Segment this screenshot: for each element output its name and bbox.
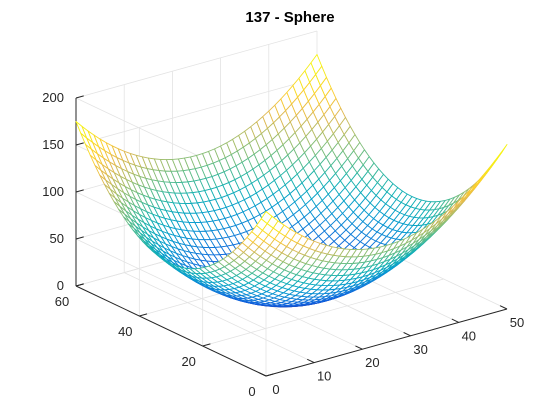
- chart-title: 137 - Sphere: [245, 9, 335, 26]
- y-tick-label-0: 0: [248, 384, 255, 399]
- y-tick-40: [139, 313, 148, 317]
- z-tick-100: [75, 189, 84, 193]
- x-tick-label-10: 10: [317, 369, 331, 384]
- x-tick-30: [403, 332, 411, 337]
- y-axis-line: [75, 285, 267, 377]
- floor-grid-y-20: [202, 278, 444, 347]
- y-tick-0: [265, 373, 274, 377]
- z-tick-150: [75, 142, 84, 146]
- x-axis-line: [265, 308, 508, 377]
- z-tick-label-200: 200: [42, 90, 64, 105]
- x-tick-label-50: 50: [510, 315, 524, 330]
- y-tick-label-20: 20: [181, 354, 195, 369]
- x-tick-50: [499, 305, 508, 310]
- y-tick-label-60: 60: [55, 294, 69, 309]
- x-tick-20: [355, 345, 363, 350]
- right-wall-grid-z-200: [75, 30, 318, 99]
- x-tick-40: [451, 318, 460, 323]
- z-tick-50: [75, 236, 84, 240]
- z-tick-label-150: 150: [42, 137, 64, 152]
- z-tick-label-50: 50: [50, 231, 64, 246]
- surface-facet: [495, 144, 508, 161]
- x-tick-label-30: 30: [413, 342, 427, 357]
- z-tick-label-100: 100: [42, 184, 64, 199]
- x-tick-label-20: 20: [365, 355, 379, 370]
- x-tick-label-0: 0: [272, 382, 279, 397]
- floor-grid-x-10: [124, 272, 315, 363]
- left-wall-grid-z-50: [75, 238, 267, 330]
- z-tick-label-0: 0: [57, 278, 64, 293]
- z-tick-200: [75, 95, 84, 99]
- y-tick-20: [202, 343, 211, 347]
- z-tick-0: [75, 283, 84, 287]
- x-tick-label-40: 40: [462, 328, 476, 343]
- y-tick-label-40: 40: [118, 324, 132, 339]
- x-tick-0: [258, 372, 267, 377]
- surface-mesh: [75, 54, 508, 308]
- x-tick-10: [307, 358, 315, 364]
- axes-lines: [75, 95, 508, 377]
- right-wall-grid-z-150: [75, 77, 318, 146]
